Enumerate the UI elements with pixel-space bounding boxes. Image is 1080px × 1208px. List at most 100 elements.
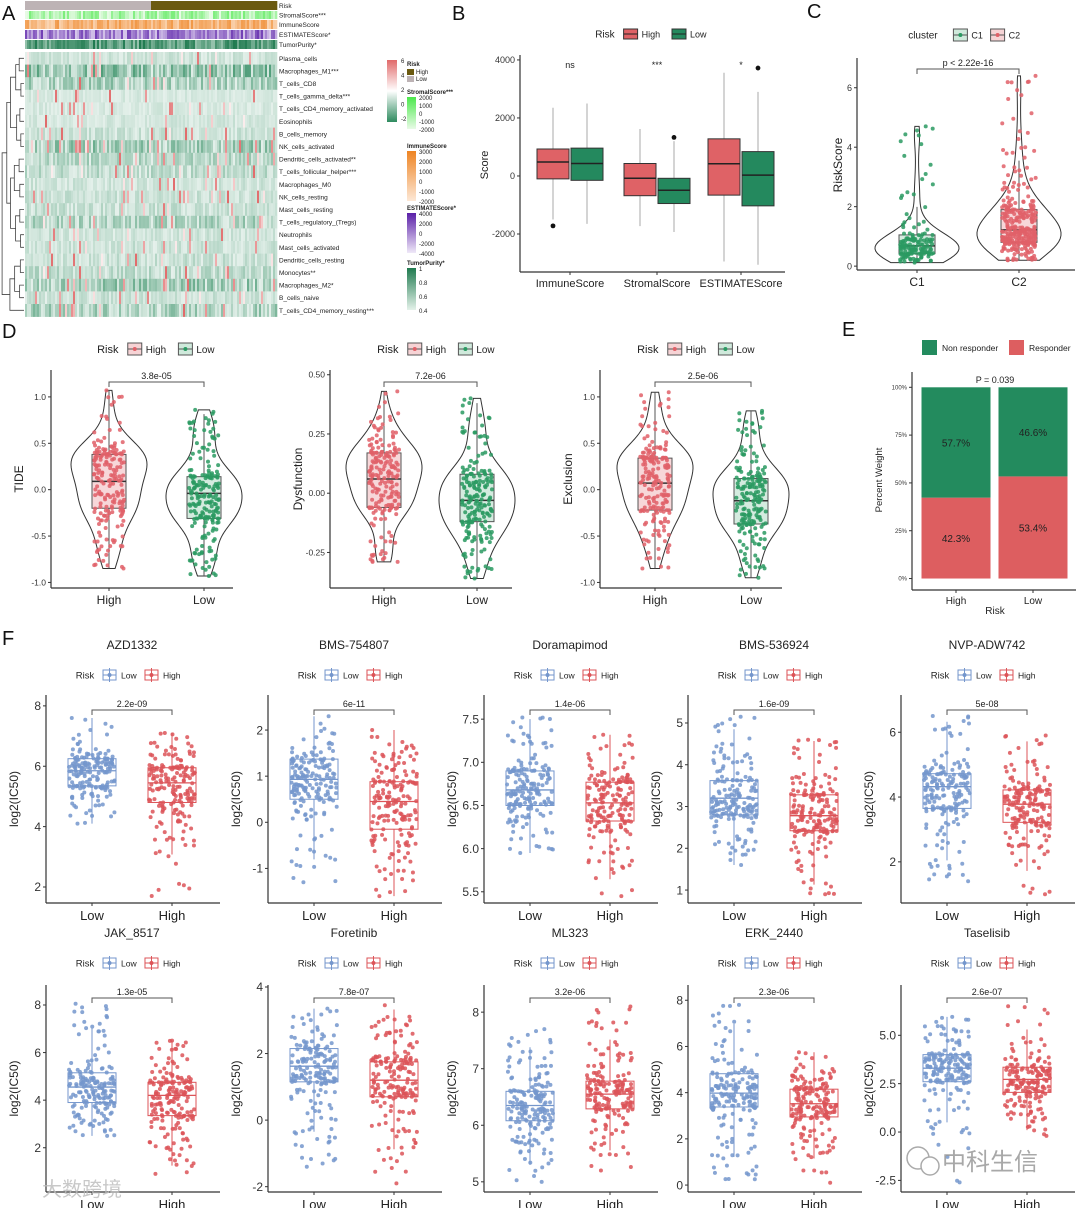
heatmap-cell [29,115,32,128]
annotation-cell [91,11,94,19]
heatmap-cell [105,64,108,78]
heatmap-cell [169,266,172,280]
heatmap-cell [245,152,248,166]
heatmap-cell [247,89,250,103]
heatmap-cell [115,140,118,154]
heatmap-cell [181,253,184,267]
heatmap-cell [239,178,242,191]
heatmap-cell [267,178,270,191]
heatmap-cell [111,266,114,280]
heatmap-cell [91,77,94,91]
heatmap-cell [59,178,62,191]
heatmap-cell [49,278,52,292]
heatmap-cell [257,203,260,217]
heatmap-cell [113,52,116,65]
heatmap-cell [257,152,260,166]
data-point [913,245,918,250]
data-point [207,500,212,505]
heatmap-cell [105,278,108,292]
legend-tick: 2000 [419,96,433,102]
heatmap-cell [121,165,124,179]
data-point [462,397,467,402]
heatmap-cell [99,127,102,141]
significance-bracket [916,68,1020,74]
heatmap-cell [241,215,244,229]
data-point [216,433,221,438]
heatmap-cell [93,165,96,179]
y-tick-label: -2000 [492,229,515,239]
heatmap-cell [223,241,226,254]
annotation-cell [173,20,176,29]
heatmap-cell [33,64,36,78]
heatmap-cell [123,178,126,191]
heatmap-cell [263,241,266,254]
heatmap-cell [87,89,90,103]
heatmap-cell [59,152,62,166]
heatmap-cell [181,52,184,65]
legend-colorbar [407,97,416,129]
data-point [464,493,469,498]
heatmap-cell [187,102,190,116]
heatmap-cell [153,165,156,179]
heatmap-cell [51,291,54,305]
annotation-cell [223,1,226,10]
heatmap-cell [271,304,274,317]
data-point [903,243,908,248]
heatmap-cell [257,102,260,116]
annotation-cell [259,40,262,49]
heatmap-cell [99,52,102,65]
heatmap-cell [55,127,58,141]
heatmap-cell [57,102,60,116]
heatmap-cell [259,241,262,254]
heatmap-cell [153,278,156,292]
heatmap-cell [207,190,210,204]
heatmap-cell [77,102,80,116]
dendrogram-branch [9,278,24,311]
heatmap-cell [161,127,164,141]
heatmap-cell [191,115,194,128]
heatmap-cell [237,178,240,191]
heatmap-cell [103,215,106,229]
heatmap-cell [31,152,34,166]
heatmap-cell [125,115,128,128]
significance-bracket [383,381,478,387]
heatmap-cell [177,165,180,179]
heatmap-cell [129,140,132,154]
heatmap-cell [117,291,120,305]
heatmap-cell [175,52,178,65]
heatmap-cell [141,253,144,267]
data-point [1012,180,1017,185]
data-point [383,480,388,485]
heatmap-cell [207,266,210,280]
heatmap-cell [133,278,136,292]
heatmap-cell [209,178,212,191]
heatmap-cell [81,215,84,229]
heatmap-cell [127,228,130,242]
annotation-row [25,1,278,10]
heatmap-cell [223,89,226,103]
heatmap-cell [255,215,258,229]
annotation-cell [193,20,196,29]
heatmap-cell [133,152,136,166]
heatmap-cell [43,152,46,166]
heatmap-cell [225,291,228,305]
heatmap-cell [227,190,230,204]
annotation-cell [27,30,30,39]
heatmap-cell [61,165,64,179]
annotation-cell [141,40,144,49]
heatmap-cell [45,102,48,116]
heatmap-cell [275,241,278,254]
heatmap-cell [219,203,222,217]
data-point [390,430,395,435]
heatmap-cell [185,278,188,292]
data-point [104,460,109,465]
heatmap-cell [137,127,140,141]
heatmap-cell [175,127,178,141]
heatmap-cell [107,228,110,242]
annotation-cell [103,30,106,39]
annotation-cell [103,20,106,29]
heatmap-cell [193,64,196,78]
heatmap-cell [135,203,138,217]
data-point [93,506,98,511]
